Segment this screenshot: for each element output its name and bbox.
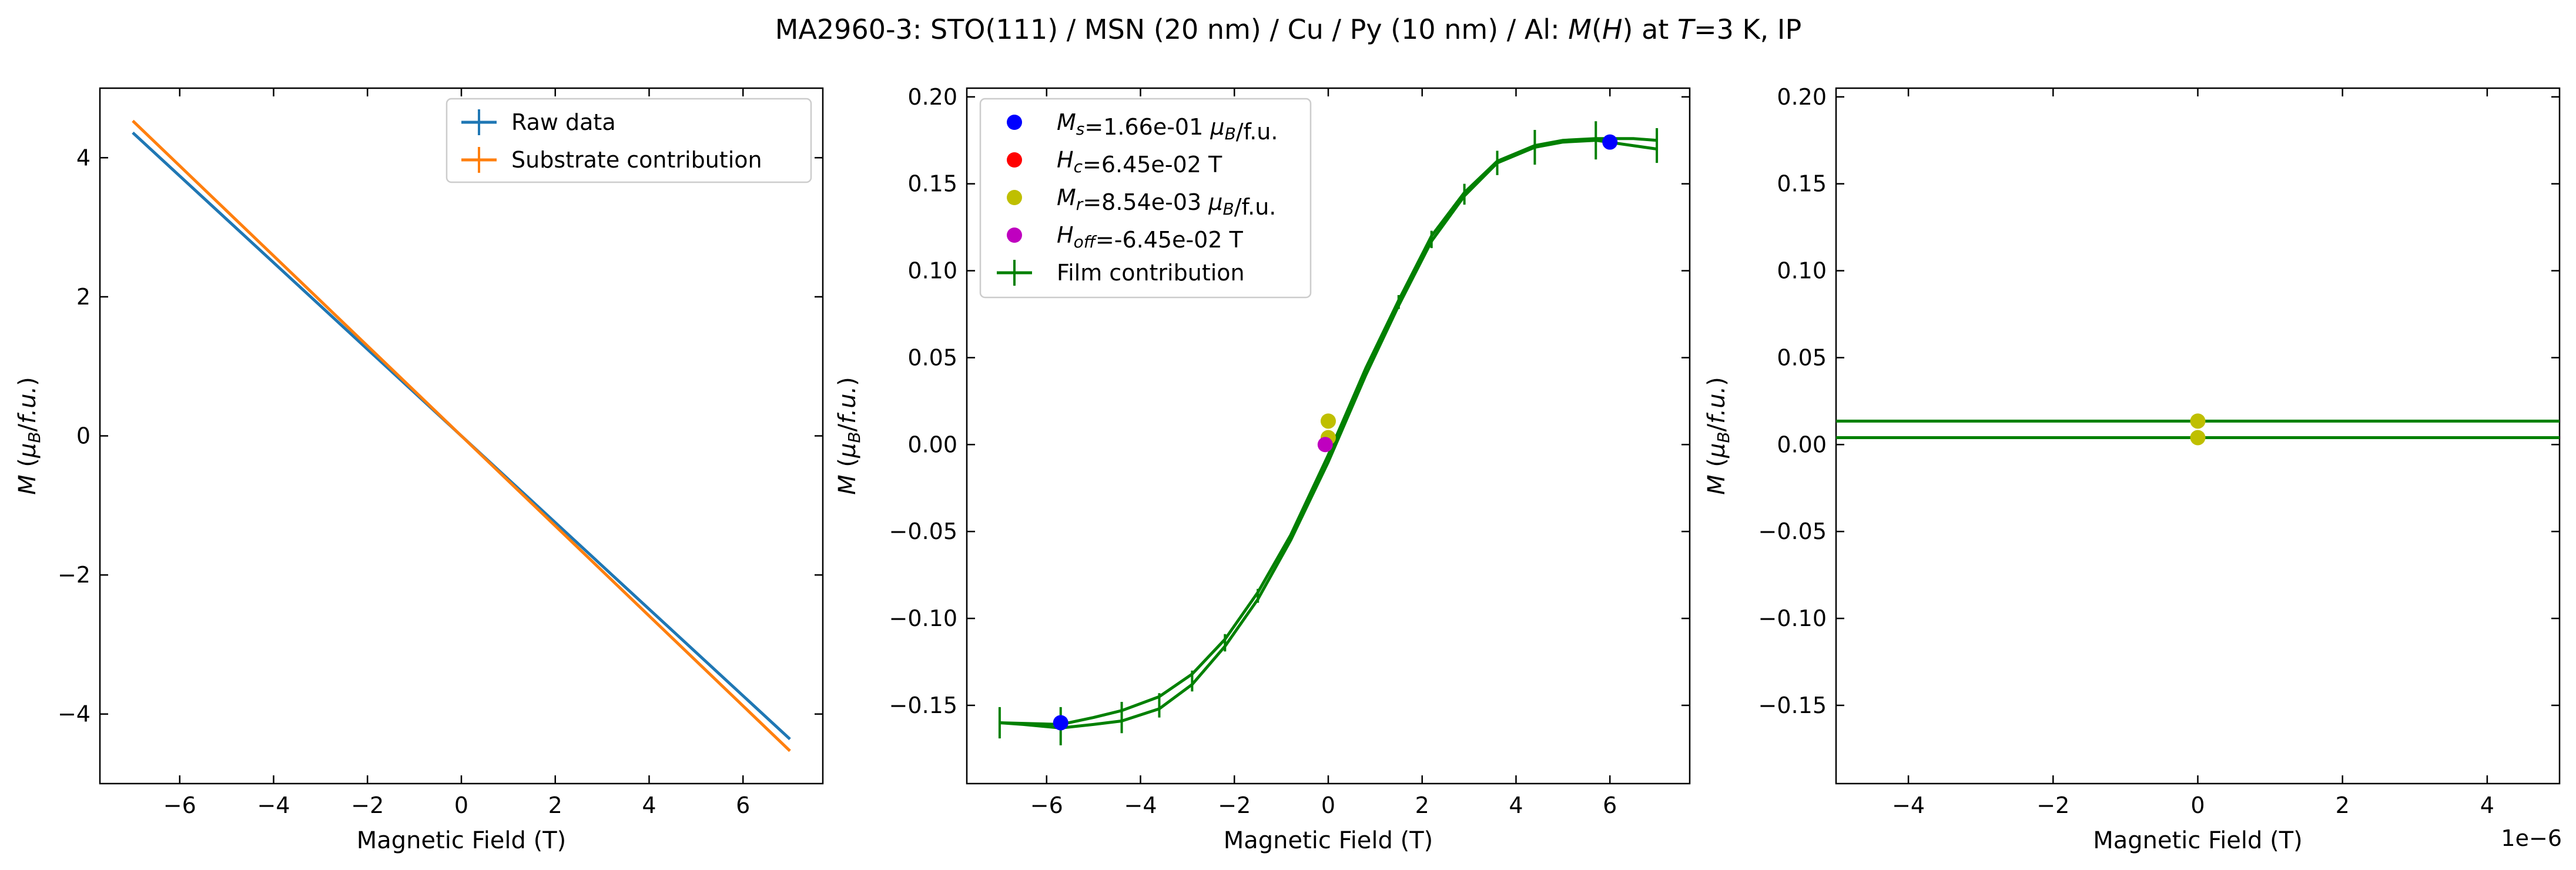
y-tick-label: −4 bbox=[58, 701, 91, 727]
legend-marker bbox=[997, 260, 1032, 286]
y-tick-label: −0.10 bbox=[1758, 605, 1827, 631]
legend-marker bbox=[1007, 227, 1022, 243]
legend-label: Hc=6.45e-02 T bbox=[1057, 147, 1222, 178]
legend-label: Substrate contribution bbox=[511, 147, 762, 173]
y-tick-label: 2 bbox=[76, 284, 91, 310]
legend-label: Ms=1.66e-01 μB/f.u. bbox=[1057, 109, 1278, 145]
panel-film-zoom: −4 −2 0 2 4 −0.15 −0.10 −0.05 0.00 0.05 0.10 0.15 0.… bbox=[1703, 84, 2562, 854]
y-tick-label: −0.10 bbox=[889, 605, 957, 631]
y-tick-label: 0.00 bbox=[907, 431, 957, 457]
x-tick-label: 4 bbox=[2480, 792, 2494, 818]
y-tick-label: 0.00 bbox=[1777, 431, 1827, 457]
y-tick-label: 0 bbox=[76, 423, 91, 449]
x-offset-text: 1e−6 bbox=[2501, 825, 2562, 851]
series-line-substrate-contribution bbox=[132, 119, 791, 752]
y-tick-label: −0.05 bbox=[1758, 518, 1827, 544]
y-axis-label: M (μB/f.u.) bbox=[14, 377, 44, 495]
marker-point bbox=[2190, 430, 2206, 446]
y-tick-label: −0.05 bbox=[889, 518, 957, 544]
marker-point bbox=[1602, 134, 1618, 150]
x-axis-label: Magnetic Field (T) bbox=[1224, 827, 1433, 854]
x-tick-label: −4 bbox=[1892, 792, 1925, 818]
x-tick-label: 6 bbox=[736, 792, 750, 818]
x-tick-label: 0 bbox=[1321, 792, 1335, 818]
x-tick-label: 0 bbox=[454, 792, 468, 818]
y-tick-label: 0.05 bbox=[1777, 344, 1827, 370]
x-tick-label: −4 bbox=[257, 792, 290, 818]
film-branch-1 bbox=[999, 137, 1657, 726]
marker-point bbox=[1053, 715, 1068, 731]
x-tick-label: −2 bbox=[2036, 792, 2069, 818]
legend-box bbox=[979, 98, 1312, 299]
x-axis-label: Magnetic Field (T) bbox=[2093, 827, 2303, 854]
x-tick-label: 4 bbox=[1509, 792, 1523, 818]
legend-label: Film contribution bbox=[1057, 260, 1245, 286]
panel-raw-substrate: −6 −4 −2 0 2 4 6 −4 −2 0 2 4 Magnetic Field (T) M (μB… bbox=[14, 87, 824, 854]
marker-point bbox=[2190, 413, 2206, 429]
x-tick-label: 4 bbox=[642, 792, 656, 818]
y-tick-label: 0.05 bbox=[907, 344, 957, 370]
legend-label: Mr=8.54e-03 μB/f.u. bbox=[1057, 185, 1276, 220]
y-tick-label: 4 bbox=[76, 145, 91, 170]
y-tick-label: 0.10 bbox=[907, 258, 957, 284]
y-tick-label: −2 bbox=[58, 562, 91, 588]
panel-film-contribution: −6 −4 −2 0 2 4 6 −0.15 −0.10 −0.05 0.00 0.05 0.10 0.1… bbox=[834, 84, 1691, 854]
x-tick-label: −6 bbox=[163, 792, 196, 818]
x-tick-label: −2 bbox=[1218, 792, 1251, 818]
legend-marker bbox=[1007, 152, 1022, 168]
x-tick-label: 0 bbox=[2190, 792, 2205, 818]
x-tick-label: −6 bbox=[1030, 792, 1063, 818]
y-tick-label: 0.20 bbox=[1777, 84, 1827, 110]
y-tick-label: 0.20 bbox=[907, 84, 957, 110]
y-axis-label: M (μB/f.u.) bbox=[1703, 377, 1733, 495]
legend-label: Hoff=-6.45e-02 T bbox=[1057, 222, 1244, 253]
x-tick-label: −2 bbox=[351, 792, 384, 818]
figure-title: MA2960-3: STO(111) / MSN (20 nm) / Cu / … bbox=[775, 14, 1801, 45]
legend-box bbox=[445, 98, 812, 183]
marker-point bbox=[1317, 437, 1333, 453]
marker-point bbox=[1321, 413, 1336, 429]
y-tick-label: 0.15 bbox=[1777, 171, 1827, 197]
x-axis-label: Magnetic Field (T) bbox=[357, 827, 567, 854]
y-axis-label: M (μB/f.u.) bbox=[834, 377, 864, 495]
legend-label: Raw data bbox=[511, 109, 616, 135]
film-branch-2 bbox=[999, 139, 1657, 730]
y-tick-label: −0.15 bbox=[1758, 692, 1827, 718]
legend-marker bbox=[1007, 190, 1022, 205]
x-tick-label: 2 bbox=[2336, 792, 2350, 818]
legend-marker bbox=[461, 147, 497, 173]
x-tick-label: 2 bbox=[1415, 792, 1429, 818]
y-tick-label: −0.15 bbox=[889, 692, 957, 718]
legend-marker bbox=[461, 109, 497, 135]
x-tick-label: −4 bbox=[1124, 792, 1157, 818]
y-tick-label: 0.10 bbox=[1777, 258, 1827, 284]
x-tick-label: 6 bbox=[1603, 792, 1617, 818]
legend-marker bbox=[1007, 115, 1022, 130]
x-tick-label: 2 bbox=[548, 792, 562, 818]
y-tick-label: 0.15 bbox=[907, 171, 957, 197]
